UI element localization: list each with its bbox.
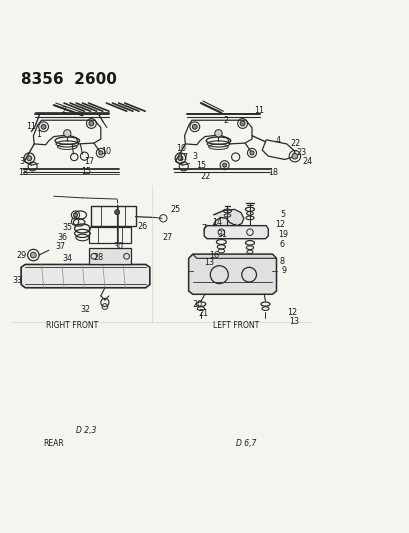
- Polygon shape: [262, 140, 294, 159]
- Text: 16: 16: [209, 251, 218, 260]
- Text: 2: 2: [223, 116, 228, 125]
- Circle shape: [178, 156, 182, 160]
- Text: 14: 14: [212, 218, 222, 227]
- Circle shape: [249, 151, 254, 155]
- Text: 15: 15: [81, 167, 91, 176]
- Text: 12: 12: [287, 308, 297, 317]
- Circle shape: [27, 156, 31, 160]
- Polygon shape: [188, 254, 276, 294]
- Text: 3: 3: [191, 152, 196, 160]
- Text: 20: 20: [191, 300, 202, 309]
- Text: 21: 21: [198, 309, 208, 318]
- Text: D 2,3: D 2,3: [76, 426, 97, 435]
- Polygon shape: [213, 210, 242, 235]
- Text: REAR: REAR: [43, 439, 64, 448]
- Text: 18: 18: [267, 168, 277, 177]
- Circle shape: [222, 163, 226, 167]
- Text: 11: 11: [26, 122, 36, 131]
- Text: 2: 2: [61, 106, 66, 115]
- Text: 8356  2600: 8356 2600: [21, 72, 117, 87]
- Text: 29: 29: [16, 252, 27, 261]
- Text: 17: 17: [178, 154, 188, 163]
- Text: 35: 35: [62, 223, 72, 232]
- Text: 33: 33: [12, 276, 22, 285]
- Polygon shape: [192, 254, 276, 259]
- Text: 31: 31: [217, 230, 227, 239]
- Circle shape: [99, 151, 103, 155]
- Text: 10: 10: [101, 147, 110, 156]
- Text: 19: 19: [278, 230, 288, 239]
- Polygon shape: [21, 264, 149, 288]
- Text: 32: 32: [80, 305, 90, 314]
- Text: 26: 26: [137, 222, 147, 231]
- Circle shape: [41, 124, 46, 129]
- Circle shape: [30, 252, 36, 258]
- Polygon shape: [204, 225, 267, 239]
- Circle shape: [115, 209, 119, 215]
- Text: 13: 13: [288, 317, 299, 326]
- Text: 12: 12: [274, 220, 285, 229]
- Text: 6: 6: [279, 240, 284, 249]
- Text: 10: 10: [176, 143, 186, 152]
- Polygon shape: [228, 209, 243, 225]
- Text: LEFT FRONT: LEFT FRONT: [212, 321, 258, 330]
- Text: D 6,7: D 6,7: [235, 439, 256, 448]
- Text: 37: 37: [55, 243, 65, 252]
- Text: 7: 7: [200, 223, 206, 232]
- Circle shape: [240, 121, 245, 126]
- Text: 25: 25: [170, 205, 180, 214]
- Bar: [88, 227, 131, 243]
- Circle shape: [192, 124, 197, 129]
- Text: 9: 9: [281, 266, 286, 275]
- Text: 36: 36: [57, 232, 67, 241]
- Circle shape: [291, 154, 297, 159]
- Text: 22: 22: [200, 172, 210, 181]
- Text: 4: 4: [274, 136, 280, 145]
- Circle shape: [73, 213, 77, 217]
- Text: 27: 27: [162, 232, 172, 241]
- Text: 22: 22: [290, 139, 300, 148]
- Text: 24: 24: [301, 157, 312, 166]
- Text: 23: 23: [296, 148, 306, 157]
- Circle shape: [63, 130, 71, 137]
- Text: RIGHT FRONT: RIGHT FRONT: [46, 321, 98, 330]
- Text: 1: 1: [36, 131, 42, 140]
- Text: 13: 13: [204, 258, 213, 267]
- Bar: [90, 206, 135, 225]
- Text: 18: 18: [18, 168, 28, 177]
- Text: 28: 28: [94, 253, 104, 262]
- Bar: [88, 248, 131, 264]
- Text: 34: 34: [62, 254, 72, 263]
- Text: 30: 30: [113, 243, 123, 252]
- Text: 8: 8: [279, 257, 284, 266]
- Circle shape: [214, 130, 222, 137]
- Text: 3: 3: [19, 157, 24, 166]
- Text: 11: 11: [254, 106, 263, 115]
- Text: 17: 17: [84, 157, 94, 166]
- Circle shape: [89, 121, 94, 126]
- Text: 5: 5: [280, 209, 285, 219]
- Text: 15: 15: [196, 160, 206, 169]
